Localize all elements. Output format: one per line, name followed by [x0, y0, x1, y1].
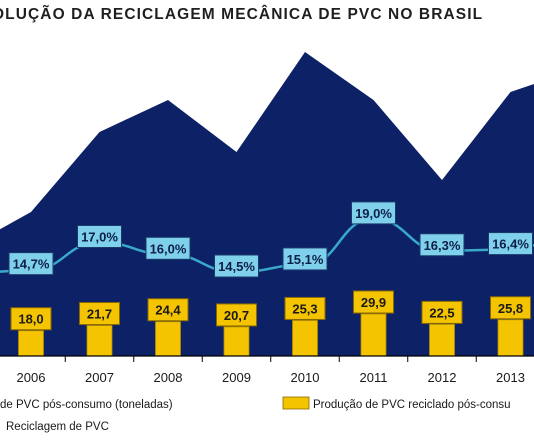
- x-tick-label: 2008: [154, 370, 183, 385]
- bar-label-box: [490, 296, 531, 320]
- bar-label-box: [216, 303, 257, 327]
- x-tick-label: 2007: [85, 370, 114, 385]
- bar-data-label: 18,0: [18, 312, 43, 327]
- bar-label-box: [79, 302, 120, 326]
- area-series: [0, 52, 534, 356]
- bar-label-box: [353, 290, 394, 314]
- bar-data-label: 25,3: [292, 301, 317, 316]
- x-tick-label: 2013: [496, 370, 525, 385]
- line-data-label: 16,3%: [424, 238, 461, 253]
- bar-label-box: [421, 300, 463, 324]
- bar-label-box: [284, 296, 326, 320]
- bar: [360, 313, 387, 357]
- bar-label-box: [147, 298, 189, 322]
- bar-label-box: [10, 307, 52, 331]
- legend-line-label: Reciclagem de PVC: [6, 421, 109, 433]
- bar: [223, 326, 250, 357]
- bar: [429, 323, 455, 357]
- x-tick-label: 2011: [360, 370, 388, 385]
- line-data-label: 17,0%: [81, 230, 118, 245]
- line-label-box: [8, 252, 54, 276]
- bar-data-label: 29,9: [361, 295, 386, 310]
- bar-data-label: 20,7: [224, 308, 249, 323]
- x-tick-label: 2006: [17, 370, 46, 385]
- line-data-label: 15,1%: [287, 252, 324, 267]
- x-tick-label: 2009: [222, 370, 251, 385]
- line-data-label: 16,4%: [492, 237, 529, 252]
- line-data-label: 14,5%: [218, 259, 255, 274]
- line-label-box: [77, 225, 122, 248]
- bar-data-label: 22,5: [429, 305, 454, 320]
- bar: [18, 330, 44, 357]
- x-tick-label: 2010: [291, 370, 320, 385]
- chart-title: OLUÇÃO DA RECICLAGEM MECÂNICA DE PVC NO …: [0, 6, 484, 23]
- bar: [292, 320, 318, 357]
- bar: [86, 325, 113, 357]
- line-data-label: 16,0%: [150, 241, 187, 256]
- legend-bar-swatch: [282, 396, 310, 410]
- line-label-box: [351, 201, 396, 225]
- bar-data-label: 24,4: [155, 303, 181, 318]
- legend-bar-label: Produção de PVC reciclado pós-consu: [313, 399, 511, 411]
- line-label-box: [145, 236, 191, 260]
- line-label-box: [419, 233, 465, 257]
- line-data-label: 19,0%: [355, 206, 392, 221]
- line-label-box: [214, 254, 259, 278]
- bar-data-label: 25,8: [498, 301, 523, 316]
- line-label-box: [282, 247, 328, 271]
- x-tick-label: 2012: [428, 370, 457, 385]
- line-series: [0, 217, 534, 274]
- bar: [155, 321, 181, 357]
- legend-area-label: de PVC pós-consumo (toneladas): [0, 399, 173, 411]
- bar-data-label: 21,7: [87, 307, 112, 322]
- line-data-label: 14,7%: [13, 257, 50, 272]
- line-label-box: [488, 232, 533, 256]
- bar: [497, 319, 524, 357]
